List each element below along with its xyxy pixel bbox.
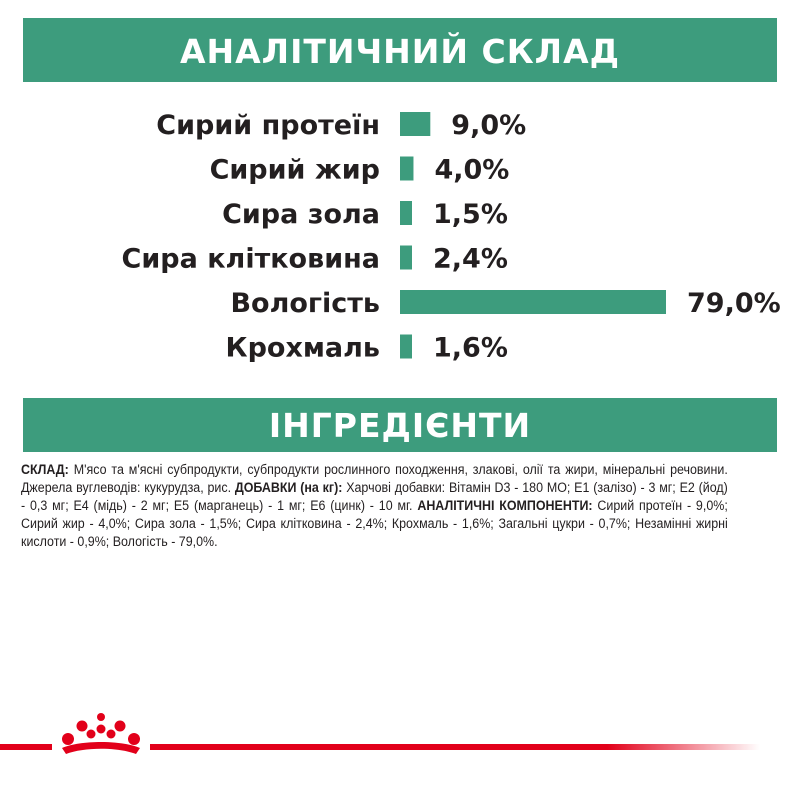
value-label: 1,6% xyxy=(433,333,508,364)
analysis-bar-chart: Сирий протеїн 9,0% Сирий жир 4,0% Сира зола 1… xyxy=(122,110,781,364)
value-label: 79,0% xyxy=(687,288,781,319)
analysis-title-banner: АНАЛІТИЧНИЙ СКЛАД xyxy=(23,18,777,82)
category-label: Вологість xyxy=(230,288,380,319)
additives-text: Харчові добавки: Вітамін D3 - 180 МО; E1… xyxy=(21,480,728,513)
additives-label: ДОБАВКИ (на кг): xyxy=(234,480,343,495)
value-label: 2,4% xyxy=(433,244,508,275)
analytical-label: АНАЛІТИЧНІ КОМПОНЕНТИ: xyxy=(417,498,593,513)
composition-text: М'ясо та м'ясні субпродукти, субпродукти… xyxy=(21,462,728,495)
footer-line-left xyxy=(0,744,52,750)
bar xyxy=(400,245,412,270)
footer-line-right xyxy=(150,744,760,750)
category-label: Сира клітковина xyxy=(122,244,380,275)
category-label: Крохмаль xyxy=(226,333,381,364)
composition-label: СКЛАД: xyxy=(21,462,69,477)
crown-icon xyxy=(62,713,140,754)
category-label: Сирий протеїн xyxy=(156,110,380,141)
brand-footer xyxy=(0,713,760,754)
bar xyxy=(400,201,412,225)
value-label: 4,0% xyxy=(434,155,509,186)
ingredients-title-banner: ІНГРЕДІЄНТИ xyxy=(23,398,777,452)
category-label: Сирий жир xyxy=(210,155,380,186)
value-label: 1,5% xyxy=(433,199,508,230)
analysis-title: АНАЛІТИЧНИЙ СКЛАД xyxy=(179,32,621,71)
value-label: 9,0% xyxy=(451,110,526,141)
ingredients-text: СКЛАД: М'ясо та м'ясні субпродукти, субп… xyxy=(21,461,728,551)
category-label: Сира зола xyxy=(222,199,380,230)
bar xyxy=(400,112,431,136)
ingredients-title: ІНГРЕДІЄНТИ xyxy=(268,406,532,445)
analytical-text: Сирий протеїн - 9,0%; Сирий жир - 4,0%; … xyxy=(21,498,728,549)
bar xyxy=(400,334,412,359)
bar xyxy=(400,290,666,314)
bar xyxy=(400,156,414,181)
